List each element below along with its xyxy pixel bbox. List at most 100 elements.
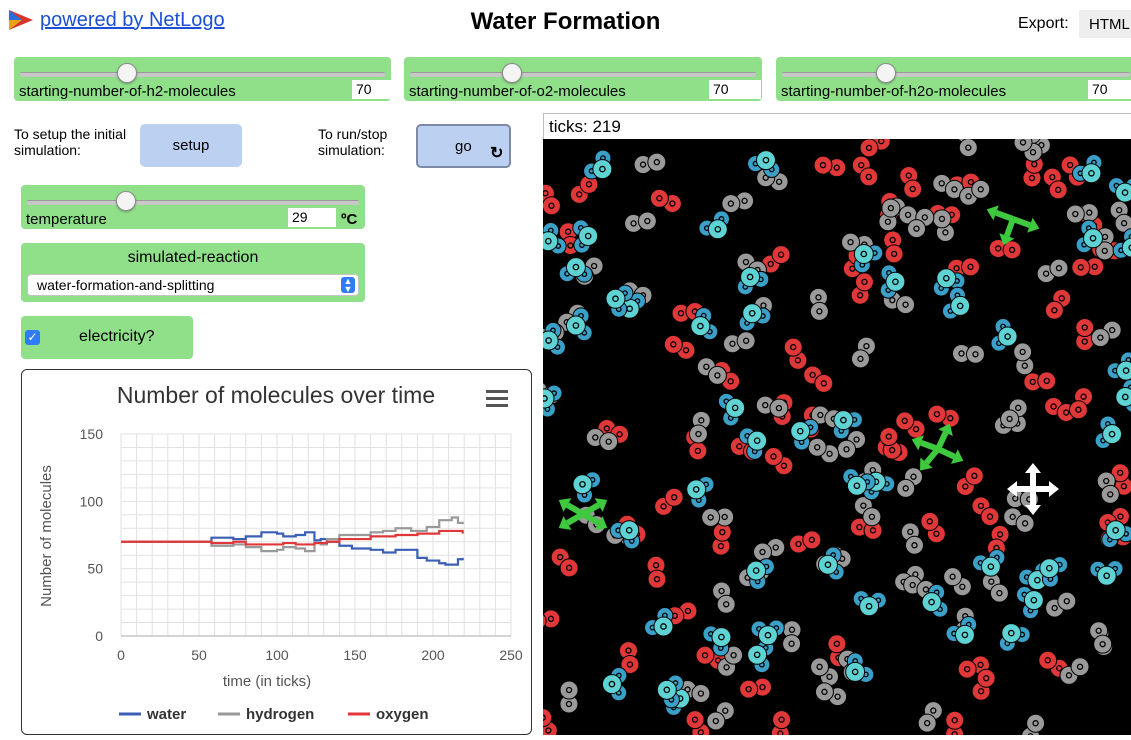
oxygen-molecule — [783, 337, 808, 370]
y-tick-label: 100 — [80, 493, 104, 509]
water-molecule — [852, 590, 887, 617]
setup-button[interactable]: setup — [140, 124, 242, 167]
oxygen-molecule — [550, 547, 579, 578]
water-molecule — [738, 427, 768, 460]
go-button[interactable]: go ↻ — [416, 124, 511, 168]
water-molecule — [1101, 520, 1131, 549]
oxygen-molecule — [851, 155, 879, 187]
slider-thumb[interactable] — [116, 191, 136, 211]
white-arrow-icon — [1007, 481, 1033, 497]
x-tick-label: 150 — [343, 647, 367, 663]
oxygen-molecule — [1023, 371, 1057, 392]
hydrogen-molecule — [1065, 203, 1099, 224]
water-molecule — [686, 475, 715, 509]
go-label: go — [455, 138, 472, 155]
hydrogen-molecule — [932, 173, 964, 199]
slider-label: starting-number-of-h2o-molecules — [781, 83, 1007, 100]
water-molecule — [538, 321, 566, 356]
water-molecule — [1039, 556, 1069, 588]
slider-thumb[interactable] — [502, 63, 522, 83]
oxygen-molecule — [927, 404, 960, 428]
slider-thumb[interactable] — [876, 63, 896, 83]
world-canvas[interactable] — [527, 124, 1131, 740]
slider-value[interactable]: 70 — [352, 80, 403, 99]
water-molecule — [605, 284, 634, 318]
oxygen-molecule — [988, 238, 1022, 260]
oxygen-molecule — [789, 530, 822, 554]
oxygen-molecule — [649, 188, 682, 213]
chooser-select[interactable]: water-formation-and-splitting ▲ ▼ — [27, 274, 359, 296]
water-molecule — [644, 607, 674, 637]
molecule-plot: Number of molecules over time 0 50 100 150 2… — [21, 369, 532, 735]
water-molecule — [572, 471, 602, 504]
water-molecule — [1015, 586, 1044, 620]
oxygen-molecule — [850, 272, 874, 305]
water-molecule — [921, 583, 949, 618]
hydrogen-molecule — [721, 191, 755, 214]
slider-track[interactable] — [782, 72, 1130, 77]
water-molecule — [534, 384, 563, 418]
water-molecule — [845, 652, 875, 683]
water-molecule — [747, 639, 775, 674]
water-molecule — [932, 268, 966, 297]
hydrogen-molecule — [753, 537, 786, 562]
water-molecule — [572, 219, 599, 254]
hydrogen-molecule — [807, 437, 840, 464]
water-molecule — [558, 257, 593, 283]
x-tick-label: 50 — [191, 647, 207, 663]
series-line-water — [121, 531, 464, 566]
water-molecule — [717, 392, 746, 427]
water-molecule — [945, 616, 978, 645]
slider-h2o-molecules[interactable]: starting-number-of-h2o-molecules 70 — [776, 57, 1131, 101]
green-arrow-icon — [920, 447, 941, 471]
legend-label-hydrogen: hydrogen — [246, 706, 314, 723]
electricity-switch[interactable]: ✓ electricity? — [21, 316, 193, 359]
water-molecule — [738, 303, 772, 332]
hydrogen-molecule — [1013, 342, 1035, 376]
hydrogen-molecule — [1021, 713, 1046, 740]
slider-value[interactable]: 70 — [709, 80, 761, 99]
forever-icon: ↻ — [490, 145, 504, 162]
slider-track[interactable] — [410, 72, 756, 77]
oxygen-molecule — [739, 677, 772, 699]
export-html-button[interactable]: HTML — [1079, 10, 1131, 38]
checkbox-checked-icon[interactable]: ✓ — [25, 330, 40, 345]
slider-o2-molecules[interactable]: starting-number-of-o2-molecules 70 — [404, 57, 762, 101]
green-arrow-icon — [986, 205, 1015, 222]
slider-track[interactable] — [20, 72, 385, 77]
slider-label: starting-number-of-h2-molecules — [19, 83, 236, 100]
slider-value[interactable]: 29 — [288, 208, 336, 227]
hydrogen-molecule — [896, 467, 924, 498]
slider-track[interactable] — [27, 200, 359, 205]
hamburger-menu-icon[interactable] — [486, 390, 508, 407]
hydrogen-molecule — [585, 427, 619, 452]
oxygen-molecule — [803, 365, 834, 393]
water-molecule — [538, 221, 567, 255]
y-tick-label: 50 — [87, 561, 103, 577]
oxygen-molecule — [945, 710, 965, 740]
hydrogen-molecule — [722, 331, 756, 354]
water-molecule — [853, 243, 884, 274]
water-molecule — [690, 307, 719, 341]
world-view[interactable] — [527, 124, 1131, 740]
hydrogen-molecule — [633, 152, 667, 175]
hydrogen-molecule — [900, 522, 924, 555]
water-molecule — [790, 418, 820, 451]
x-tick-label: 100 — [265, 647, 289, 663]
oxygen-molecule — [1075, 317, 1095, 351]
slider-value[interactable]: 70 — [1088, 80, 1131, 99]
legend-label-oxygen: oxygen — [376, 706, 429, 723]
oxygen-molecule — [685, 710, 711, 740]
slider-h2-molecules[interactable]: starting-number-of-h2-molecules 70 — [14, 57, 403, 101]
water-molecule — [1115, 378, 1131, 413]
export-label: Export: — [1018, 15, 1069, 32]
simulated-reaction-chooser[interactable]: simulated-reaction water-formation-and-s… — [21, 243, 365, 302]
slider-temperature[interactable]: temperature 29 ºC — [21, 185, 365, 229]
white-arrow-icon — [1033, 481, 1059, 497]
white-arrow-icon — [1025, 489, 1041, 515]
x-tick-label: 250 — [499, 647, 523, 663]
slider-thumb[interactable] — [117, 63, 137, 83]
hydrogen-molecule — [1059, 657, 1090, 685]
netlogo-logo-icon — [9, 10, 33, 30]
powered-by-netlogo-link[interactable]: powered by NetLogo — [8, 8, 225, 32]
